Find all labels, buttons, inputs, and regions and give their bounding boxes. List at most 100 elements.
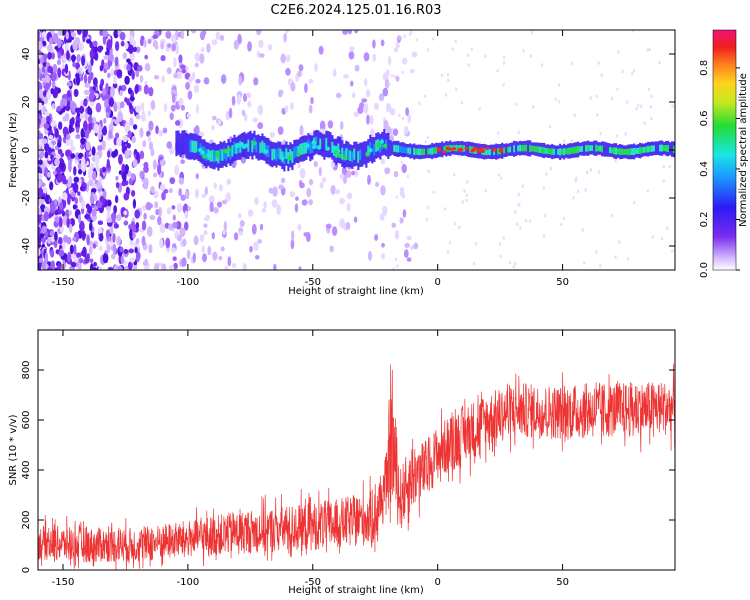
noise-cell <box>660 237 664 241</box>
noise-cell <box>238 213 242 219</box>
noise-cell <box>169 112 174 121</box>
band-core-cell <box>305 142 308 154</box>
noise-cell <box>134 209 140 219</box>
noise-cell <box>269 131 276 138</box>
noise-cell <box>80 137 86 145</box>
noise-cell <box>626 257 629 261</box>
noise-cell <box>73 244 77 255</box>
noise-cell <box>470 47 473 51</box>
band-core-cell <box>531 145 534 152</box>
noise-cell <box>72 236 77 242</box>
noise-cell <box>113 104 118 112</box>
noise-cell <box>364 78 368 87</box>
band-edge-cell <box>505 143 508 157</box>
noise-cell <box>201 253 208 263</box>
band-core-cell <box>443 146 446 152</box>
band-blob <box>197 147 203 153</box>
noise-cell <box>81 55 86 67</box>
noise-cell <box>103 54 110 61</box>
spectrogram-y-tick-label: 0 <box>21 147 32 153</box>
band-core-cell <box>493 148 496 156</box>
peak-cell <box>492 148 497 152</box>
noise-cell <box>75 126 80 134</box>
noise-cell <box>97 145 103 152</box>
peak-cell <box>484 147 490 151</box>
noise-cell <box>319 120 326 132</box>
band-core-cell <box>325 137 328 150</box>
band-core-cell <box>275 149 278 161</box>
band-core-cell <box>399 146 402 153</box>
noise-cell <box>650 116 653 121</box>
band-blob <box>296 151 301 157</box>
noise-cell <box>351 92 356 99</box>
noise-cell <box>43 53 48 61</box>
noise-cell <box>132 46 137 53</box>
noise-cell <box>211 115 217 121</box>
noise-cell <box>425 217 429 222</box>
noise-cell <box>211 124 215 131</box>
noise-cell <box>617 50 620 54</box>
noise-cell <box>401 116 404 121</box>
band-core-cell <box>289 149 292 161</box>
band-core-cell <box>503 147 506 154</box>
band-edge-cell <box>317 130 320 155</box>
noise-cell <box>458 225 461 230</box>
noise-cell <box>38 30 41 37</box>
noise-cell <box>119 246 124 253</box>
noise-cell <box>194 62 199 68</box>
band-core-cell <box>571 147 574 154</box>
noise-cell <box>134 246 138 254</box>
band-core-cell <box>595 144 598 152</box>
noise-cell <box>367 250 373 261</box>
noise-cell <box>185 65 189 72</box>
band-core-cell <box>271 148 274 161</box>
noise-cell <box>63 98 68 107</box>
noise-cell <box>173 262 178 270</box>
band-edge-cell <box>583 141 586 156</box>
noise-cell <box>384 78 390 89</box>
noise-cell <box>171 205 176 210</box>
band-core-cell <box>419 148 422 156</box>
band-edge-cell <box>655 141 658 156</box>
noise-cell <box>69 101 74 109</box>
noise-cell <box>181 68 187 74</box>
noise-cell <box>125 165 130 172</box>
noise-cell <box>62 93 69 100</box>
noise-cell <box>542 186 546 191</box>
noise-cell <box>595 249 598 254</box>
noise-cell <box>110 253 116 260</box>
noise-cell <box>451 47 454 51</box>
noise-cell <box>89 263 94 270</box>
noise-cell <box>160 183 166 191</box>
noise-cell <box>51 103 56 110</box>
noise-cell <box>285 67 291 76</box>
noise-cell <box>289 191 296 198</box>
band-core-cell <box>475 147 478 154</box>
band-blob <box>325 146 330 151</box>
noise-cell <box>648 47 652 52</box>
noise-cell <box>466 180 469 184</box>
noise-cell <box>160 41 165 50</box>
colorbar-tick-label: 0.2 <box>699 212 710 228</box>
noise-cell <box>114 132 120 139</box>
band-blob <box>263 149 269 154</box>
noise-cell <box>390 74 394 78</box>
band-core-cell <box>299 143 302 155</box>
noise-cell <box>84 213 91 220</box>
noise-cell <box>41 261 46 270</box>
noise-cell <box>572 195 575 200</box>
noise-cell <box>353 111 360 117</box>
band-core-cell <box>351 151 354 163</box>
noise-cell <box>178 177 185 185</box>
band-edge-cell <box>391 141 394 155</box>
noise-cell <box>56 105 62 112</box>
noise-cell <box>115 181 120 189</box>
noise-cell <box>159 159 166 166</box>
noise-cell <box>201 30 207 36</box>
noise-cell <box>395 195 398 199</box>
noise-cell <box>38 207 42 217</box>
colorbar-tick-label: 0.6 <box>699 110 710 126</box>
snr-y-tick-label: 200 <box>21 510 32 529</box>
band-core-cell <box>597 145 600 152</box>
noise-cell <box>100 78 105 86</box>
